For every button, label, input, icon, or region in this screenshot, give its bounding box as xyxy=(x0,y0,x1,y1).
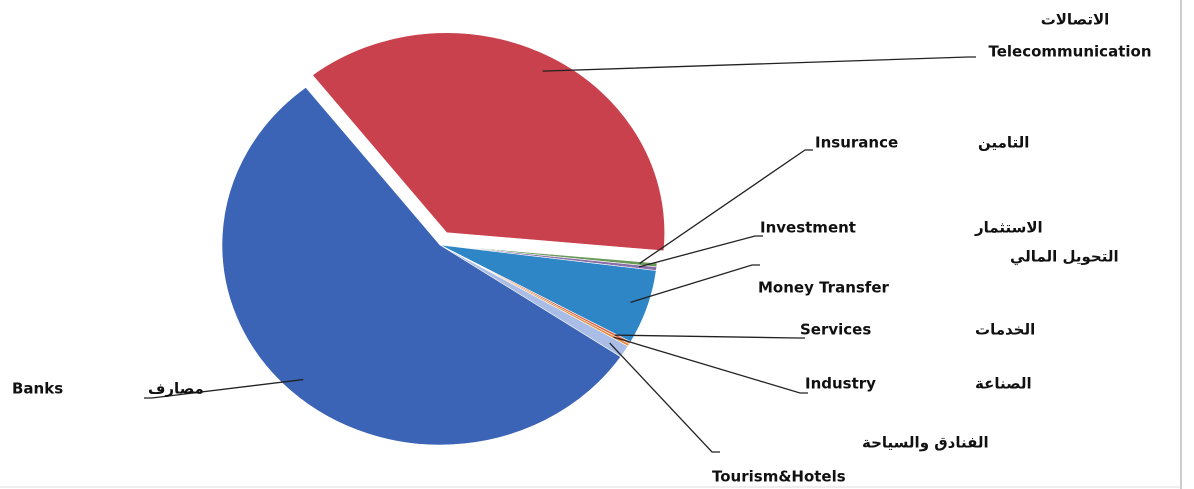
label-en: Tourism&Hotels xyxy=(712,468,846,486)
leader-line xyxy=(542,56,976,72)
label-en: Insurance xyxy=(815,134,898,152)
label-en: Investment xyxy=(760,219,856,237)
pie-slice xyxy=(221,86,622,446)
leader-line xyxy=(613,336,808,394)
leader-line xyxy=(614,334,805,339)
pie-slice xyxy=(312,32,665,252)
label-ar: الاستثمار xyxy=(974,219,1043,237)
leader-line xyxy=(144,378,304,399)
leader-line xyxy=(639,149,813,264)
label-en: Money Transfer xyxy=(758,279,889,297)
leader-line xyxy=(630,264,760,303)
label-ar: التامين xyxy=(978,134,1029,152)
label-en: Banks xyxy=(12,380,63,398)
label-ar: مصارف xyxy=(148,380,204,398)
label-ar: التحويل المالي xyxy=(1010,248,1119,266)
leader-line xyxy=(609,342,720,453)
label-ar: الصناعة xyxy=(975,375,1032,393)
leader-line xyxy=(638,235,763,268)
label-en: Telecommunication xyxy=(989,43,1152,61)
label-en: Services xyxy=(800,321,871,339)
label-ar: الخدمات xyxy=(975,321,1035,339)
label-ar: الاتصالات xyxy=(1041,11,1110,29)
label-en: Industry xyxy=(805,375,876,393)
label-ar: الفنادق والسياحة xyxy=(862,434,989,452)
